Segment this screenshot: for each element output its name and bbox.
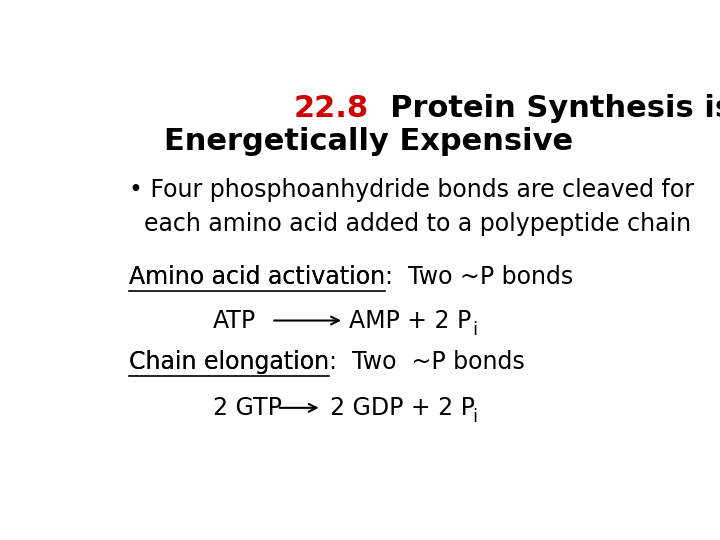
Text: Chain elongation: Chain elongation xyxy=(129,350,329,374)
Text: Energetically Expensive: Energetically Expensive xyxy=(164,127,574,156)
Text: ATP: ATP xyxy=(213,308,256,333)
Text: Amino acid activation:  Two ~P bonds: Amino acid activation: Two ~P bonds xyxy=(129,265,573,289)
Text: 2 GTP: 2 GTP xyxy=(213,396,282,420)
Text: i: i xyxy=(472,408,477,426)
Text: • Four phosphoanhydride bonds are cleaved for
  each amino acid added to a polyp: • Four phosphoanhydride bonds are cleave… xyxy=(129,178,694,236)
Text: 22.8: 22.8 xyxy=(294,94,369,123)
Text: Protein Synthesis is: Protein Synthesis is xyxy=(369,94,720,123)
Text: AMP + 2 P: AMP + 2 P xyxy=(349,308,472,333)
Text: Amino acid activation: Amino acid activation xyxy=(129,265,385,289)
Text: 2 GDP + 2 P: 2 GDP + 2 P xyxy=(330,396,474,420)
Text: i: i xyxy=(472,321,477,339)
Text: Chain elongation:  Two  ~P bonds: Chain elongation: Two ~P bonds xyxy=(129,350,525,374)
